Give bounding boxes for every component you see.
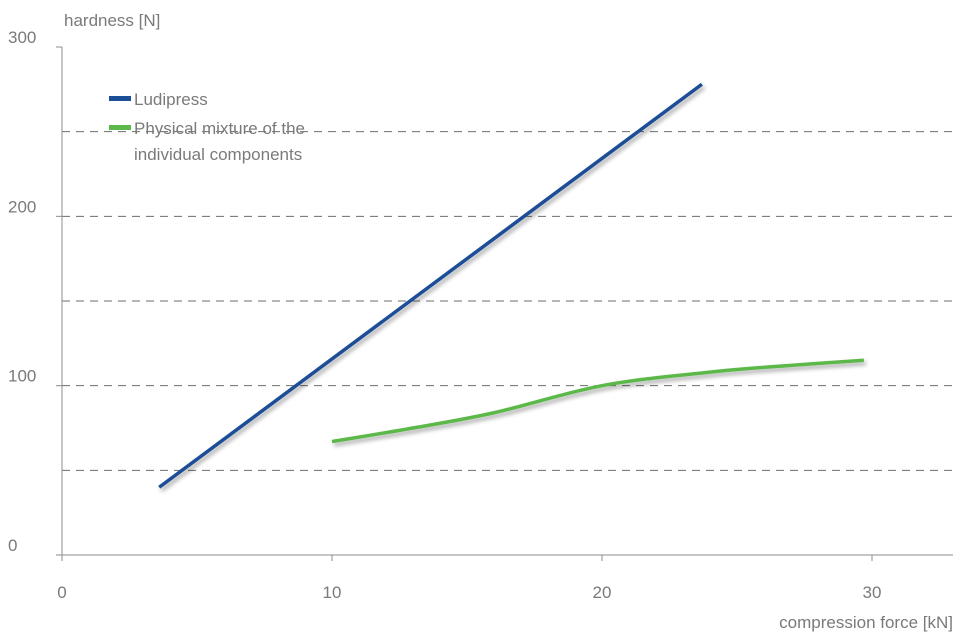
legend-label: individual components bbox=[134, 145, 302, 164]
y-axis-title: hardness [N] bbox=[64, 11, 160, 30]
x-axis-title: compression force [kN] bbox=[779, 613, 953, 632]
y-tick-label: 100 bbox=[8, 367, 36, 386]
x-tick-label: 10 bbox=[323, 583, 342, 602]
legend-label: Physical mixture of the bbox=[134, 119, 305, 138]
y-tick-label: 200 bbox=[8, 197, 36, 216]
y-tick-label: 0 bbox=[8, 536, 17, 555]
gridlines bbox=[62, 131, 953, 471]
legend-label: Ludipress bbox=[134, 90, 208, 109]
series-line-ludipress bbox=[158, 82, 703, 489]
x-tick-label: 0 bbox=[57, 583, 66, 602]
series-line-physical-mixture bbox=[331, 358, 865, 444]
axes: 0 100 200 300 0 10 20 30 bbox=[8, 28, 953, 602]
x-tick-label: 20 bbox=[593, 583, 612, 602]
legend-swatch bbox=[109, 125, 131, 130]
series-layer bbox=[158, 82, 865, 489]
legend: Ludipress Physical mixture of the individu… bbox=[109, 90, 305, 164]
legend-swatch bbox=[109, 96, 131, 101]
x-tick-label: 30 bbox=[863, 583, 882, 602]
y-tick-label: 300 bbox=[8, 28, 36, 47]
